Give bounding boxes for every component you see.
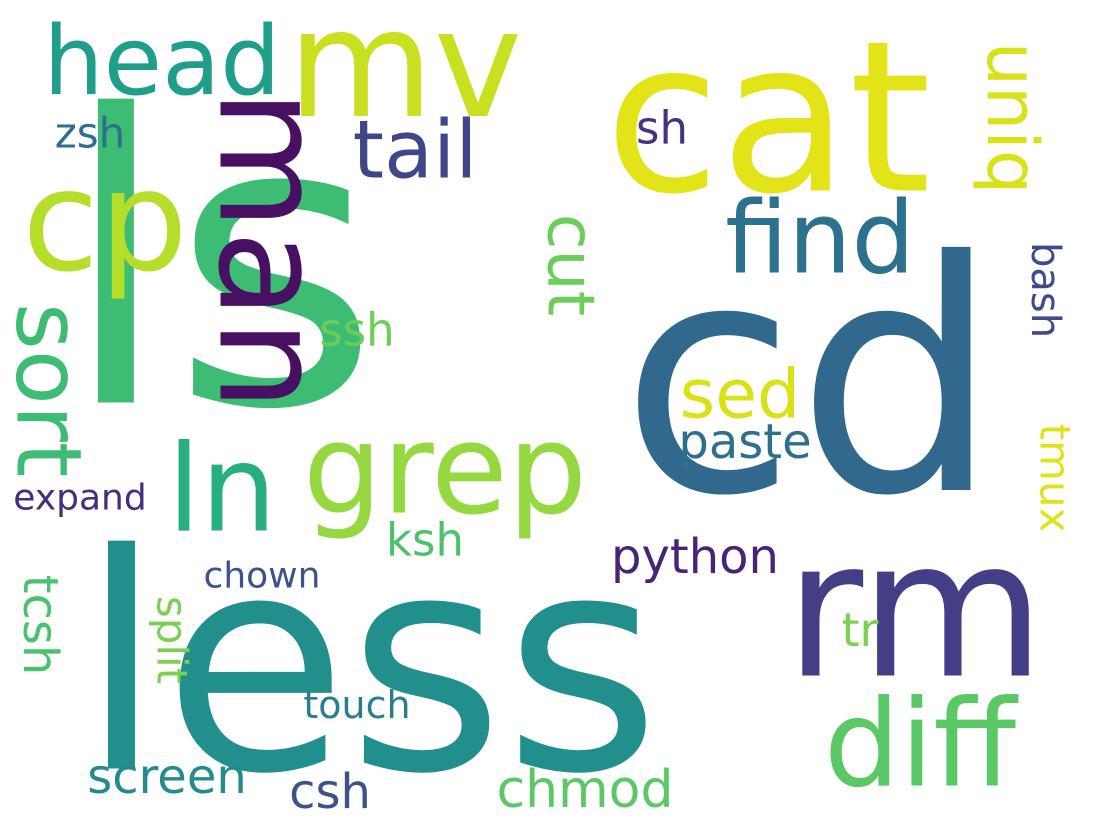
word-man: man: [186, 89, 355, 411]
word-ksh: ksh: [386, 514, 464, 567]
word-touch: touch: [303, 683, 410, 727]
word-diff: diff: [824, 676, 1019, 815]
word-uniq: uniq: [971, 42, 1053, 195]
word-rm: rm: [785, 500, 1045, 721]
word-grep: grep: [303, 398, 587, 543]
word-tcsh: tcsh: [12, 575, 68, 676]
word-paste: paste: [678, 414, 811, 470]
word-mv: mv: [288, 0, 523, 152]
word-ls: ls: [60, 33, 380, 498]
word-cut: cut: [533, 214, 608, 316]
word-cat: cat: [605, 0, 931, 241]
word-sh: sh: [636, 102, 688, 155]
word-chmod: chmod: [496, 760, 673, 820]
word-csh: csh: [289, 764, 371, 820]
word-screen: screen: [87, 749, 247, 805]
word-head: head: [43, 7, 280, 117]
word-tail: tail: [353, 104, 478, 197]
word-find: find: [725, 180, 915, 297]
word-sort: sort: [0, 303, 101, 477]
word-cd: cd: [620, 194, 999, 566]
word-ssh: ssh: [319, 304, 394, 357]
word-tmux: tmux: [1031, 424, 1080, 533]
word-expand: expand: [13, 478, 146, 519]
word-split: split: [148, 596, 197, 684]
word-less: less: [80, 491, 661, 829]
word-bash: bash: [1022, 242, 1068, 338]
word-python: python: [611, 529, 779, 585]
word-chown: chown: [204, 556, 321, 597]
word-ln: ln: [167, 421, 276, 560]
word-zsh: zsh: [55, 109, 126, 158]
word-tr: tr: [842, 603, 879, 657]
word-cp: cp: [22, 141, 188, 304]
word-sed: sed: [680, 356, 800, 435]
